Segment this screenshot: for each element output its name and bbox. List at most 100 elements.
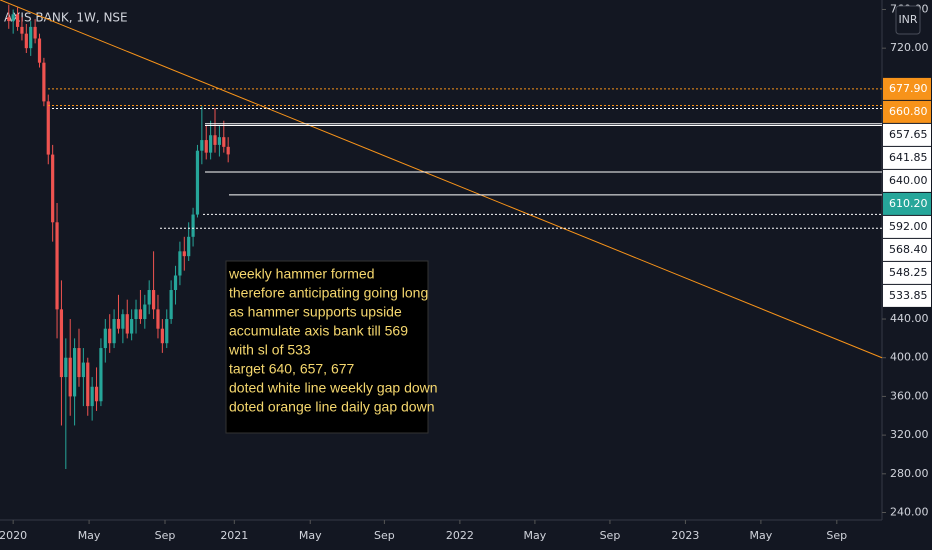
candle-body [94,386,99,402]
candle-body [200,140,204,151]
y-tick-label: 400.00 [890,351,929,364]
y-tick-label: 720.00 [890,41,929,54]
y-tick-label: 240.00 [890,506,929,519]
price-label: 657.65 [889,128,928,141]
x-tick-label: Sep [826,529,847,542]
price-label: 660.80 [889,105,928,118]
candle-body [138,309,143,320]
candle-body [86,362,90,407]
currency-label: INR [898,13,917,26]
candle-body [143,304,147,320]
candle-body [20,26,24,34]
annotation-line: as hammer supports upside [229,304,402,320]
candle-body [112,319,116,344]
candle-body [217,137,222,145]
price-label-bg [883,100,931,123]
candle-body [213,135,217,145]
annotation-box [225,260,429,434]
annotation-line: target 640, 657, 677 [229,361,355,377]
x-tick-label: Sep [600,529,621,542]
price-label: 548.25 [889,266,928,279]
candle-body [204,140,208,153]
price-label-bg [883,215,931,238]
price-label-bg [883,169,931,192]
y-tick-label: 280.00 [890,467,929,480]
annotation-line: doted orange line daily gap down [229,399,435,415]
candle-body [182,251,186,257]
x-tick-label: 2023 [671,529,699,542]
candle-body [33,26,37,39]
candle-body [37,38,42,63]
x-tick-label: 2021 [220,529,248,542]
annotation-line: accumulate axis bank till 569 [229,323,408,339]
candle-body [134,309,138,320]
candle-body [116,319,121,329]
x-tick-label: May [78,529,101,542]
candle-body [121,314,125,329]
candle-body [24,33,28,49]
price-label-bg [883,146,931,169]
price-label: 610.20 [889,197,928,210]
candle-body [147,290,151,305]
y-tick-label: 360.00 [890,389,929,402]
candle-body [77,348,81,378]
x-tick-label: Sep [374,529,395,542]
candle-body [178,251,182,276]
candle-body [165,319,169,344]
candle-body [173,275,178,291]
candle-body [125,314,129,334]
x-tick-label: Sep [155,529,176,542]
price-label: 592.00 [889,220,928,233]
candle-body [226,146,230,155]
x-tick-label: May [524,529,547,542]
candle-body [42,62,46,102]
x-tick-label: 2022 [446,529,474,542]
candle-body [81,362,85,378]
candle-body [187,236,191,257]
candle-body [99,348,103,402]
price-label-bg [883,284,931,307]
candle-body [195,150,200,215]
candle-body [46,101,50,155]
candle-body [55,222,59,310]
candle-body [7,17,11,22]
candle-body [51,154,55,223]
price-label-bg [883,192,931,215]
price-label: 677.90 [889,82,928,95]
annotation-line: therefore anticipating going long [229,285,428,301]
price-label: 568.40 [889,243,928,256]
candle-body [108,328,112,344]
candle-body [222,137,226,147]
candle-body [64,357,68,378]
candle-body [130,319,134,334]
x-tick-label: May [299,529,322,542]
candle-body [29,26,33,49]
candle-body [209,135,213,153]
price-label: 533.85 [889,289,928,302]
candle-body [160,328,164,344]
price-label: 640.00 [889,174,928,187]
y-tick-label: 320.00 [890,428,929,441]
chart-title: AXIS BANK, 1W, NSE [4,11,128,25]
y-tick-label: 440.00 [890,312,929,325]
candle-body [15,14,20,27]
price-label-bg [883,77,931,100]
trendline [0,0,883,359]
x-tick-label: May [750,529,773,542]
annotation-line: doted white line weekly gap down [229,380,438,396]
candle-body [103,328,107,349]
candle-body [169,290,173,320]
price-label-bg [883,261,931,284]
candle-body [156,309,160,329]
candle-body [151,290,156,310]
annotation-line: with sl of 533 [228,342,311,358]
x-tick-label: 2020 [0,529,27,542]
currency-button[interactable] [895,5,921,35]
candle-body [90,386,94,407]
price-label: 641.85 [889,151,928,164]
candle-body [191,214,195,237]
